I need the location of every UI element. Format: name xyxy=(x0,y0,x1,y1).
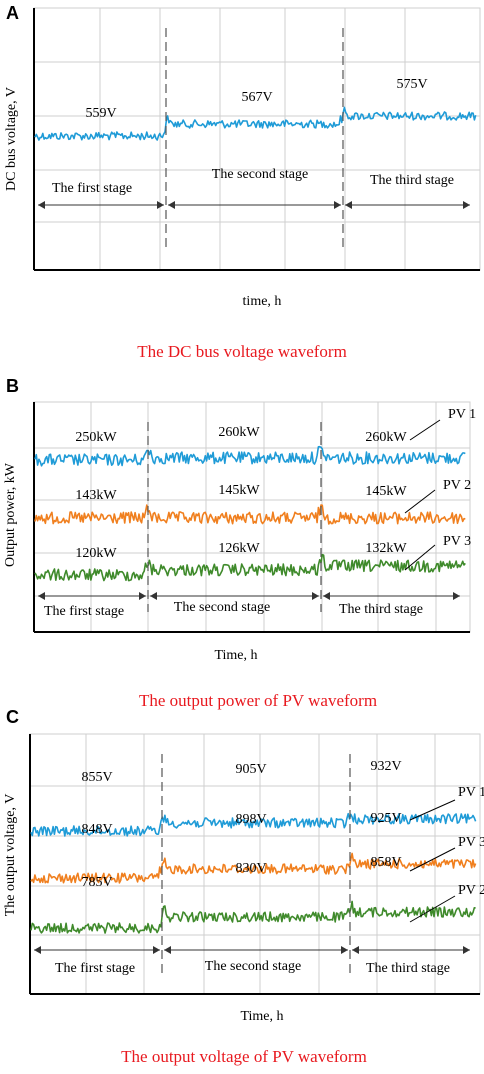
arrow-head-right xyxy=(334,201,341,209)
y-axis-label: Output power, kW xyxy=(3,462,18,567)
value-label: 575V xyxy=(396,77,427,92)
y-axis-label: The output voltage, V xyxy=(3,794,18,917)
arrow-head-left xyxy=(352,946,359,954)
chart-caption: The output voltage of PV waveform xyxy=(121,1047,367,1066)
value-label: 905V xyxy=(235,762,266,777)
chart-caption: The output power of PV waveform xyxy=(139,691,377,710)
series-line-pv2 xyxy=(30,900,476,934)
arrow-head-right xyxy=(153,946,160,954)
series-name-label: PV 1 xyxy=(448,407,476,422)
stage-label: The third stage xyxy=(366,961,450,976)
value-label: 145kW xyxy=(218,483,260,498)
value-label: 143kW xyxy=(75,488,117,503)
arrow-head-right xyxy=(341,946,348,954)
value-label: 848V xyxy=(81,822,112,837)
value-label: 120kW xyxy=(75,546,117,561)
stage-label: The first stage xyxy=(52,181,132,196)
plot-frame xyxy=(33,7,481,271)
series-name-label: PV 2 xyxy=(443,478,471,493)
arrow-head-left xyxy=(150,592,157,600)
value-label: 932V xyxy=(370,759,401,774)
chart-caption: The DC bus voltage waveform xyxy=(137,342,347,361)
series-name-label: PV 2 xyxy=(458,883,484,898)
value-label: 260kW xyxy=(365,430,407,445)
arrow-head-right xyxy=(463,946,470,954)
panel-letter: A xyxy=(6,3,19,23)
series-line-pv3 xyxy=(30,852,477,884)
arrow-head-right xyxy=(453,592,460,600)
series-line-pv2 xyxy=(34,504,466,525)
stage-label: The second stage xyxy=(205,959,301,974)
value-label: 925V xyxy=(370,811,401,826)
series-line-pv1 xyxy=(30,812,477,837)
value-label: 250kW xyxy=(75,430,117,445)
chart-panel-c: C 855V 905V 932V 848V 898V 925V 785V 830V 858V The… xyxy=(3,707,484,1066)
value-label: 855V xyxy=(81,770,112,785)
leader-line xyxy=(409,895,456,923)
stage-label: The third stage xyxy=(339,602,423,617)
value-label: 830V xyxy=(235,861,266,876)
series-name-label: PV 1 xyxy=(458,785,484,800)
value-label: 260kW xyxy=(218,425,260,440)
series-name-label: PV 3 xyxy=(443,534,471,549)
arrow-head-left xyxy=(345,201,352,209)
value-label: 785V xyxy=(81,875,112,890)
arrow-head-right xyxy=(312,592,319,600)
stage-label: The first stage xyxy=(55,961,135,976)
arrow-head-left xyxy=(38,201,45,209)
arrow-head-left xyxy=(164,946,171,954)
x-axis-label: Time, h xyxy=(214,648,257,663)
value-label: 559V xyxy=(85,106,116,121)
arrow-head-right xyxy=(139,592,146,600)
arrow-head-right xyxy=(463,201,470,209)
leader-line xyxy=(409,799,456,821)
arrow-head-left xyxy=(168,201,175,209)
leader-line xyxy=(404,544,436,571)
arrow-head-left xyxy=(38,592,45,600)
leader-line xyxy=(409,847,456,872)
value-label: 567V xyxy=(241,90,272,105)
stage-label: The second stage xyxy=(212,167,308,182)
stage-label: The second stage xyxy=(174,600,270,615)
y-axis-label: DC bus voltage, V xyxy=(4,87,19,191)
series-line-pv3 xyxy=(34,553,466,582)
leader-line xyxy=(409,419,441,441)
panel-letter: B xyxy=(6,376,19,396)
series-line-pv1 xyxy=(34,445,466,467)
value-label: 126kW xyxy=(218,541,260,556)
stage-label: The third stage xyxy=(370,173,454,188)
value-label: 898V xyxy=(235,812,266,827)
value-label: 132kW xyxy=(365,541,407,556)
panel-letter: C xyxy=(6,707,19,727)
leader-line xyxy=(404,489,436,514)
series-line-dc-bus xyxy=(34,106,477,141)
value-label: 145kW xyxy=(365,484,407,499)
chart-panel-a: A 559V 567V 575V The first stage The second s… xyxy=(4,3,481,361)
chart-panel-b: B 250kW 260kW 260kW 143kW 145kW 145kW 120kW 126k… xyxy=(3,376,476,710)
value-label: 858V xyxy=(370,855,401,870)
x-axis-label: Time, h xyxy=(240,1009,283,1024)
stage-label: The first stage xyxy=(44,604,124,619)
arrow-head-right xyxy=(157,201,164,209)
x-axis-label: time, h xyxy=(243,294,282,309)
arrow-head-left xyxy=(34,946,41,954)
arrow-head-left xyxy=(323,592,330,600)
series-name-label: PV 3 xyxy=(458,835,484,850)
